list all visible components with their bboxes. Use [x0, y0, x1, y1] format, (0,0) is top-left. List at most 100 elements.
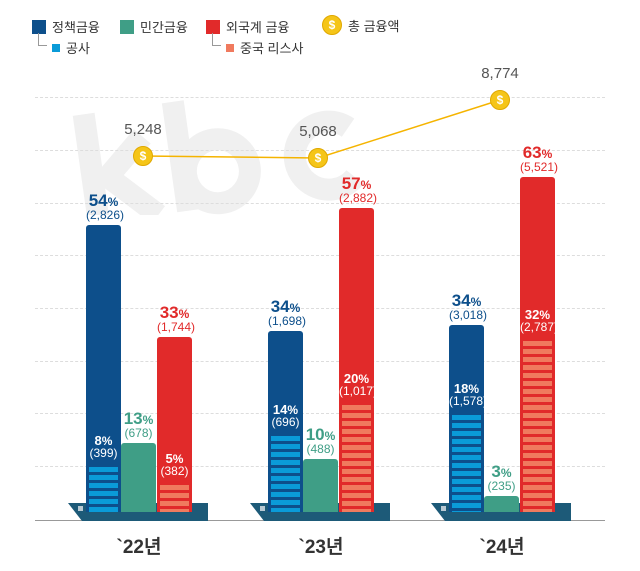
legend-label: 총 금융액	[348, 18, 400, 34]
bar-label: 14% (696)	[268, 403, 303, 428]
bar-label: 54% (2,826)	[86, 191, 125, 222]
percent-label: 34%	[270, 297, 301, 316]
value-label: (382)	[160, 464, 189, 478]
value-label: (696)	[271, 415, 300, 429]
value-label: (678)	[124, 426, 153, 440]
value-label: (1,698)	[268, 314, 307, 328]
bar-foreign	[339, 208, 374, 512]
percent-label: 5%	[165, 451, 184, 466]
bar-private	[121, 443, 156, 512]
bar-label: 10% (488)	[303, 426, 338, 455]
bar-label: 33% (1,744)	[157, 303, 196, 334]
gridline	[35, 97, 605, 98]
legend-label: 중국 리스사	[240, 41, 304, 56]
percent-label: 33%	[159, 303, 190, 322]
x-tick-label: `22년	[116, 537, 162, 558]
legend-total: $ 총 금융액	[322, 15, 399, 35]
ship-window	[78, 506, 83, 511]
bar-label: 3% (235)	[484, 463, 519, 492]
bar-label: 18% (1,578)	[449, 381, 488, 408]
percent-label: 63%	[522, 143, 553, 162]
value-label: (488)	[306, 442, 335, 456]
percent-label: 10%	[305, 425, 336, 444]
gridline	[35, 308, 605, 309]
dollar-coin-icon: $	[322, 15, 342, 35]
legend-connector	[38, 33, 47, 46]
bar-label: 57% (2,882)	[339, 174, 378, 205]
bar-public	[271, 436, 300, 512]
bar-private	[484, 496, 519, 512]
legend-label: 민간금융	[140, 20, 188, 35]
bar-label: 8% (399)	[86, 434, 121, 459]
watermark-logo	[72, 100, 364, 215]
percent-label: 54%	[88, 191, 119, 210]
total-value-label: 5,248	[124, 121, 162, 138]
value-label: (3,018)	[449, 308, 488, 322]
total-value-label: 5,068	[299, 123, 337, 140]
bar-label: 34% (1,698)	[268, 297, 307, 328]
bar-public	[89, 467, 118, 512]
percent-label: 8%	[94, 433, 113, 448]
legend-swatch	[52, 43, 60, 52]
bar-label: 63% (5,521)	[520, 143, 559, 174]
legend-label: 외국계 금융	[226, 20, 290, 35]
ship-window	[441, 506, 446, 511]
legend-swatch	[206, 19, 220, 34]
legend-public: 공사	[52, 38, 90, 57]
bar-private	[303, 459, 338, 512]
percent-label: 14%	[272, 402, 299, 417]
x-tick-label: `24년	[479, 537, 525, 558]
dollar-coin-icon: $	[133, 146, 153, 166]
percent-label: 32%	[524, 307, 551, 322]
legend-swatch	[226, 43, 234, 52]
percent-label: 18%	[453, 381, 480, 396]
gridline	[35, 413, 605, 414]
bar-label: 5% (382)	[157, 452, 192, 477]
legend-label: 공사	[66, 41, 90, 56]
percent-label: 34%	[451, 291, 482, 310]
legend-china: 중국 리스사	[226, 38, 303, 57]
percent-label: 57%	[341, 174, 372, 193]
value-label: (1,744)	[157, 320, 196, 334]
bar-foreign	[157, 337, 192, 512]
value-label: (1,578)	[449, 394, 488, 408]
legend-private: 민간금융	[120, 17, 188, 36]
bar-label: 34% (3,018)	[449, 291, 488, 322]
gridline	[35, 361, 605, 362]
legend-swatch	[32, 19, 46, 34]
total-value-label: 8,774	[481, 65, 519, 82]
dollar-coin-icon: $	[308, 148, 328, 168]
gridline	[35, 203, 605, 204]
bar-china-leasing	[523, 341, 552, 512]
bar-public	[452, 415, 481, 512]
legend-connector	[212, 33, 221, 46]
bar-label: 32% (2,787)	[520, 307, 559, 334]
dollar-coin-icon: $	[490, 90, 510, 110]
bar-label: 13% (678)	[121, 410, 156, 439]
x-tick-label: `23년	[298, 537, 344, 558]
legend-swatch	[120, 19, 134, 34]
percent-label: 13%	[123, 409, 154, 428]
bar-label: 20% (1,017)	[339, 371, 378, 398]
bar-policy	[86, 225, 121, 512]
bar-foreign	[520, 177, 555, 512]
percent-label: 20%	[343, 371, 370, 386]
value-label: (1,017)	[339, 384, 378, 398]
value-label: (2,882)	[339, 191, 378, 205]
value-label: (399)	[89, 446, 118, 460]
bar-policy	[268, 331, 303, 512]
bar-china-leasing	[342, 405, 371, 512]
value-label: (2,826)	[86, 208, 125, 222]
gridline	[35, 255, 605, 256]
value-label: (235)	[487, 479, 516, 493]
value-label: (5,521)	[520, 160, 559, 174]
percent-label: 3%	[491, 462, 512, 481]
bar-policy	[449, 325, 484, 512]
value-label: (2,787)	[520, 320, 559, 334]
legend-policy: 정책금융	[32, 17, 100, 36]
legend-label: 정책금융	[52, 20, 100, 35]
ship-window	[260, 506, 265, 511]
legend-foreign: 외국계 금융	[206, 17, 289, 36]
bar-china-leasing	[160, 485, 189, 512]
